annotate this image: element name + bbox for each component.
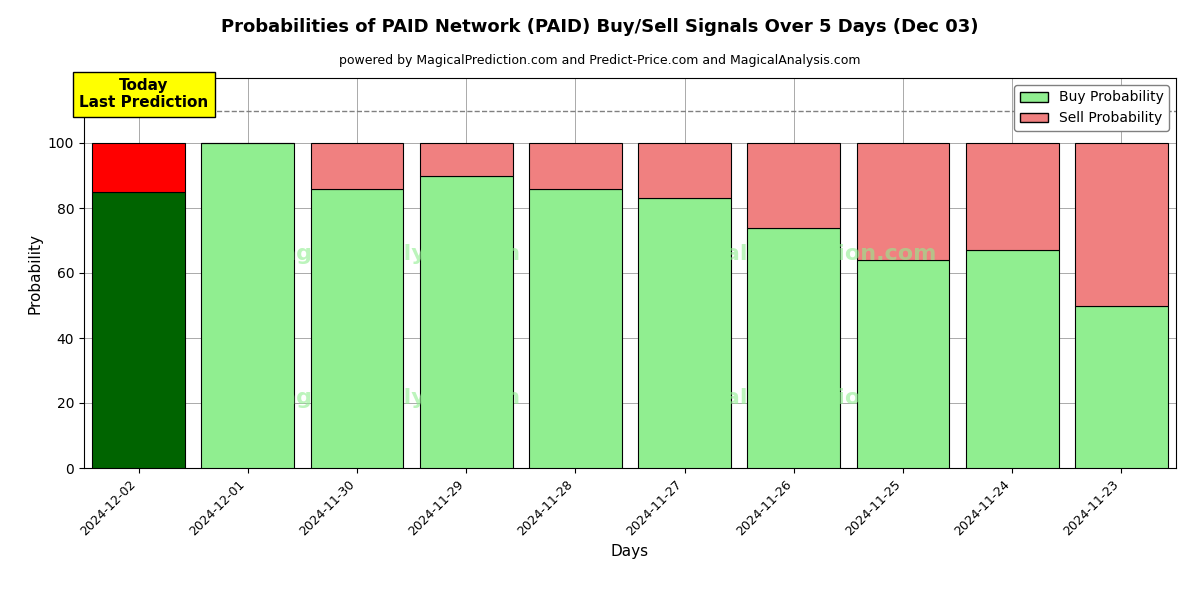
Bar xyxy=(420,143,512,175)
Bar xyxy=(638,198,731,468)
Bar xyxy=(311,188,403,468)
Bar xyxy=(1075,143,1168,305)
Text: powered by MagicalPrediction.com and Predict-Price.com and MagicalAnalysis.com: powered by MagicalPrediction.com and Pre… xyxy=(340,54,860,67)
Bar xyxy=(638,143,731,198)
Bar xyxy=(1075,305,1168,468)
Y-axis label: Probability: Probability xyxy=(28,232,42,313)
Text: MagicalAnalysis.com: MagicalAnalysis.com xyxy=(259,388,521,408)
Text: Probabilities of PAID Network (PAID) Buy/Sell Signals Over 5 Days (Dec 03): Probabilities of PAID Network (PAID) Buy… xyxy=(221,18,979,36)
Bar xyxy=(748,227,840,468)
Bar xyxy=(92,143,185,192)
Bar xyxy=(748,143,840,227)
Bar xyxy=(202,143,294,468)
Bar xyxy=(857,260,949,468)
Bar xyxy=(966,143,1058,250)
Bar xyxy=(966,250,1058,468)
Bar xyxy=(311,143,403,188)
Text: Today
Last Prediction: Today Last Prediction xyxy=(79,78,209,110)
Bar xyxy=(92,192,185,468)
Text: MagicalPrediction.com: MagicalPrediction.com xyxy=(652,388,936,408)
Bar xyxy=(420,175,512,468)
Bar xyxy=(529,188,622,468)
Bar xyxy=(857,143,949,260)
Text: MagicalPrediction.com: MagicalPrediction.com xyxy=(652,244,936,263)
X-axis label: Days: Days xyxy=(611,544,649,559)
Text: MagicalAnalysis.com: MagicalAnalysis.com xyxy=(259,244,521,263)
Legend: Buy Probability, Sell Probability: Buy Probability, Sell Probability xyxy=(1014,85,1169,131)
Bar xyxy=(529,143,622,188)
